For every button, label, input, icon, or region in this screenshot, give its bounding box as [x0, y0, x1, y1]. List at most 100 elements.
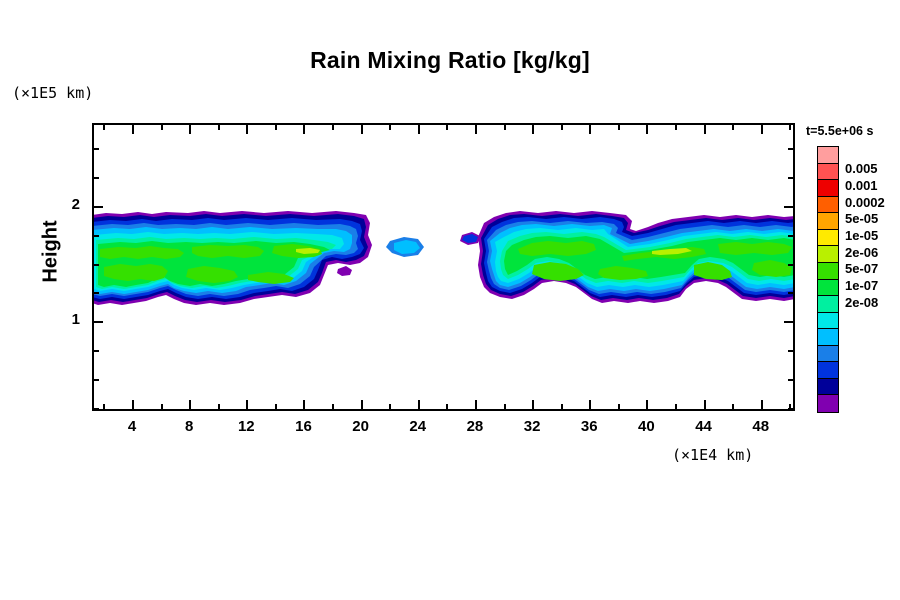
- tick-mark: [103, 125, 105, 130]
- tick-mark: [504, 404, 506, 409]
- colorbar-swatch[interactable]: [818, 147, 838, 164]
- tick-mark: [789, 404, 791, 409]
- tick-mark: [303, 400, 305, 409]
- colorbar-swatch[interactable]: [818, 378, 838, 396]
- contour-core-green-left-e: [186, 266, 238, 283]
- tick-mark: [788, 408, 793, 410]
- colorbar-swatch[interactable]: [818, 296, 838, 313]
- tick-mark: [532, 400, 534, 409]
- tick-mark: [303, 125, 305, 134]
- tick-mark: [103, 404, 105, 409]
- tick-mark: [646, 125, 648, 134]
- colorbar-swatch[interactable]: [818, 279, 838, 297]
- x-tick-label: 20: [352, 418, 369, 435]
- colorbar-swatch[interactable]: [818, 246, 838, 263]
- chart-title: Rain Mixing Ratio [kg/kg]: [310, 47, 590, 73]
- tick-mark: [218, 125, 220, 130]
- tick-mark: [788, 350, 793, 352]
- y-axis-unit-label: (×1E5 km): [12, 84, 94, 102]
- contour-core-yellowgreen-left: [296, 248, 320, 254]
- colorbar-swatch[interactable]: [818, 262, 838, 280]
- x-tick-label: 12: [237, 418, 255, 435]
- tick-mark: [504, 125, 506, 130]
- tick-mark: [246, 400, 248, 409]
- colorbar-swatch[interactable]: [818, 196, 838, 214]
- tick-mark: [589, 125, 591, 134]
- contour-core-green-left-f: [248, 272, 294, 284]
- x-tick-label: 32: [523, 418, 541, 435]
- colorbar-swatch[interactable]: [818, 180, 838, 197]
- tick-mark: [475, 400, 477, 409]
- colorbar-label: 5e-07: [845, 261, 879, 277]
- tick-mark: [784, 321, 793, 323]
- tick-mark: [161, 404, 163, 409]
- tick-mark: [704, 400, 706, 409]
- contour-blob-isolated-b-core: [462, 234, 478, 243]
- colorbar-swatch[interactable]: [818, 312, 838, 330]
- contour-core-green-right-e: [598, 266, 648, 280]
- colorbar[interactable]: [817, 146, 839, 413]
- x-tick-label: 8: [184, 418, 194, 435]
- contour-plot-area: [92, 123, 795, 411]
- colorbar-swatch[interactable]: [818, 213, 838, 230]
- tick-mark: [788, 235, 793, 237]
- contour-core-yellowgreen-right: [652, 248, 692, 255]
- tick-mark: [132, 125, 134, 134]
- y-axis-title: Height: [39, 220, 62, 283]
- contour-core-green-right-f: [694, 262, 732, 280]
- tick-mark: [246, 125, 248, 134]
- tick-mark: [784, 206, 793, 208]
- tick-mark: [618, 404, 620, 409]
- colorbar-swatch[interactable]: [818, 362, 838, 379]
- x-tick-label: 48: [752, 418, 770, 435]
- tick-mark: [189, 125, 191, 134]
- colorbar-label: 2e-08: [845, 294, 879, 310]
- tick-mark: [332, 404, 334, 409]
- tick-mark: [332, 125, 334, 130]
- contour-blob-isolated-c: [337, 266, 352, 276]
- tick-mark: [275, 125, 277, 130]
- tick-mark: [361, 400, 363, 409]
- tick-mark: [389, 125, 391, 130]
- colorbar-label: 2e-06: [845, 244, 879, 260]
- colorbar-swatch[interactable]: [818, 229, 838, 247]
- tick-mark: [788, 292, 793, 294]
- y-tick-label: 1: [71, 311, 80, 329]
- tick-mark: [94, 206, 103, 208]
- tick-mark: [94, 235, 99, 237]
- tick-mark: [418, 400, 420, 409]
- colorbar-swatch[interactable]: [818, 395, 838, 412]
- tick-mark: [789, 125, 791, 130]
- tick-mark: [94, 321, 103, 323]
- contour-core-green-right-a: [518, 241, 596, 256]
- tick-mark: [761, 400, 763, 409]
- x-tick-label: 16: [295, 418, 312, 435]
- x-tick-label: 28: [466, 418, 484, 435]
- colorbar-label: 0.005: [845, 161, 878, 177]
- tick-mark: [218, 404, 220, 409]
- tick-mark: [704, 125, 706, 134]
- contour-core-green-right-d: [532, 262, 584, 281]
- tick-mark: [389, 404, 391, 409]
- tick-mark: [94, 292, 99, 294]
- tick-mark: [732, 404, 734, 409]
- colorbar-swatch[interactable]: [818, 345, 838, 363]
- colorbar-label: 0.0002: [845, 194, 885, 210]
- tick-mark: [418, 125, 420, 134]
- tick-mark: [132, 400, 134, 409]
- colorbar-swatch[interactable]: [818, 163, 838, 181]
- tick-mark: [94, 177, 99, 179]
- colorbar-swatch[interactable]: [818, 329, 838, 346]
- contour-core-green-right-g: [752, 260, 792, 277]
- tick-mark: [94, 350, 99, 352]
- tick-mark: [618, 125, 620, 130]
- contour-field: [92, 211, 795, 305]
- tick-mark: [532, 125, 534, 134]
- x-tick-label: 36: [580, 418, 598, 435]
- x-tick-label: 40: [638, 418, 655, 435]
- colorbar-label: 0.001: [845, 178, 878, 194]
- contour-core-green-left-d: [104, 264, 168, 281]
- tick-mark: [94, 408, 99, 410]
- tick-mark: [761, 125, 763, 134]
